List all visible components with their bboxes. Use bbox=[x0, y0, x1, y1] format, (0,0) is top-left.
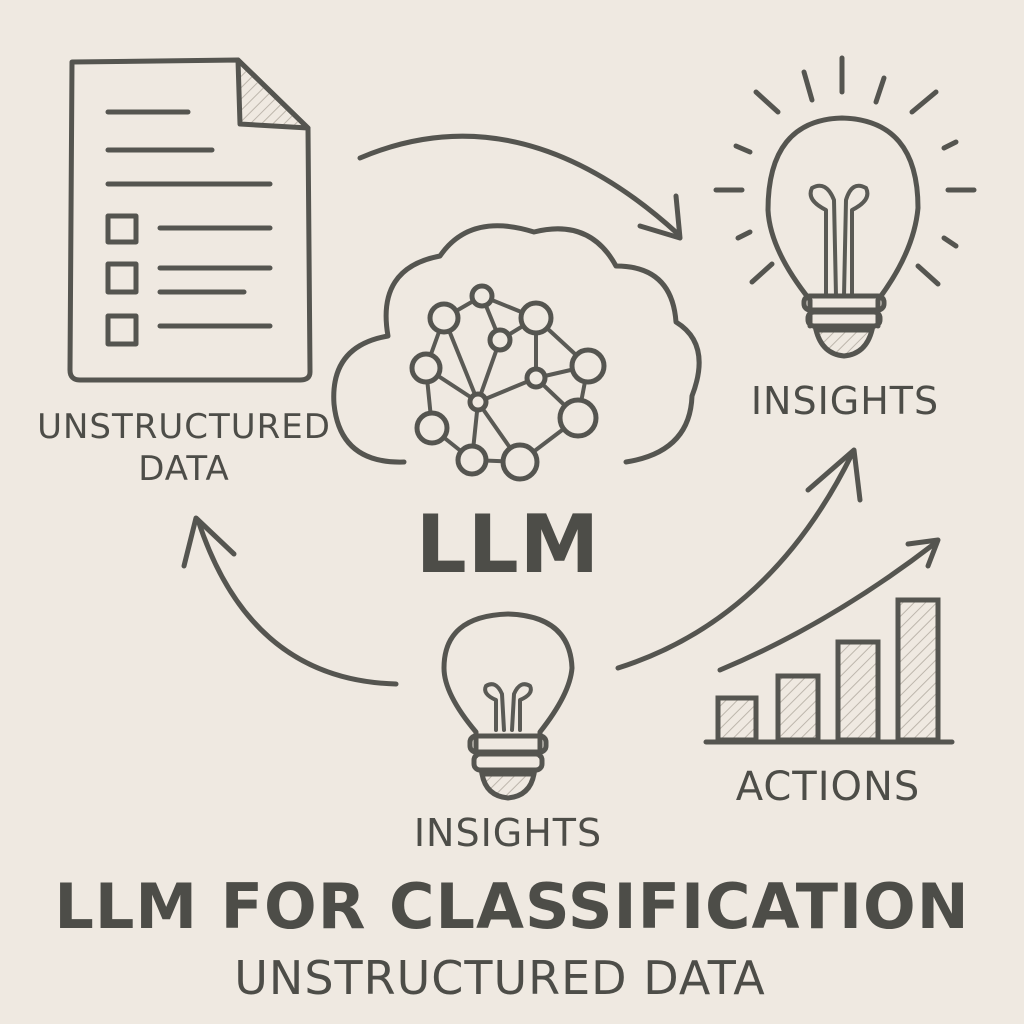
document-checklist-icon bbox=[67, 57, 313, 383]
insights-top-label: INSIGHTS bbox=[751, 379, 939, 423]
unstructured-data-label-line1: UNSTRUCTURED bbox=[37, 407, 331, 447]
llm-label: LLM bbox=[416, 498, 601, 591]
cloud-neural-network-icon bbox=[331, 223, 702, 482]
arrow-to-insights-icon bbox=[357, 133, 683, 241]
lightbulb-rays-icon bbox=[713, 55, 977, 359]
arrow-to-insights-top-icon bbox=[615, 447, 863, 671]
unstructured-data-label-line2: DATA bbox=[138, 449, 230, 489]
footer-subtitle: UNSTRUCTURED DATA bbox=[234, 951, 765, 1005]
bar-chart-growth-icon bbox=[703, 537, 955, 745]
arrow-to-unstructured-data-icon bbox=[181, 515, 399, 687]
footer-title: LLM FOR CLASSIFICATION bbox=[54, 870, 969, 943]
insights-bottom-label: INSIGHTS bbox=[414, 811, 602, 855]
lightbulb-icon bbox=[441, 611, 575, 801]
actions-label: ACTIONS bbox=[736, 764, 921, 810]
